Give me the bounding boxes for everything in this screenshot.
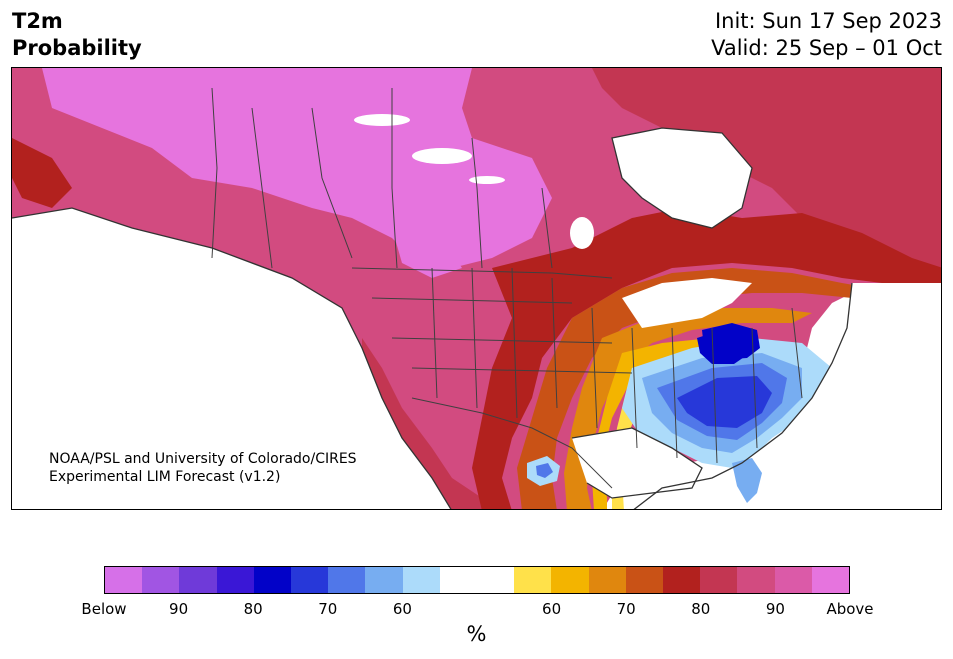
colorbar-segment: [477, 567, 515, 593]
below-core-2: [702, 323, 760, 360]
colorbar-segment: [216, 567, 254, 593]
map-title: T2m Probability: [12, 8, 142, 62]
credit-line-2: Experimental LIM Forecast (v1.2): [49, 469, 281, 485]
colorbar-segment: [737, 567, 775, 593]
colorbar-segment: [700, 567, 738, 593]
colorbar-unit: %: [466, 622, 487, 646]
colorbar-segment: [179, 567, 217, 593]
texas-spot-core: [536, 463, 553, 478]
probability-colorbar: [104, 566, 850, 594]
tick-below-70: 70: [318, 600, 338, 618]
colorbar-segment: [402, 567, 440, 593]
colorbar-segment: [439, 567, 478, 593]
credit-line-1: NOAA/PSL and University of Colorado/CIRE…: [49, 451, 357, 467]
colorbar-tick-labels: Below 90 80 70 60 60 70 80 90 Above: [81, 600, 873, 618]
colorbar-segment: [551, 567, 589, 593]
florida: [732, 458, 762, 503]
colorbar-segment: [663, 567, 701, 593]
title-line-2: Probability: [12, 36, 142, 60]
colorbar-segment: [105, 567, 143, 593]
colorbar-segment: [625, 567, 664, 593]
colorbar-segment: [588, 567, 626, 593]
tick-below-90: 90: [169, 600, 189, 618]
tick-above-80: 80: [691, 600, 711, 618]
colorbar-segment: [328, 567, 366, 593]
region-canada-east: [592, 68, 941, 268]
hudson-bay: [612, 128, 752, 228]
colorbar-segment: [514, 567, 552, 593]
probability-map: [11, 67, 942, 510]
tick-below-60: 60: [392, 600, 412, 618]
colorbar-segment: [365, 567, 403, 593]
title-line-1: T2m: [12, 9, 63, 33]
map-graphic: [12, 68, 941, 509]
band-gold: [592, 338, 712, 509]
region-above-high-2: [392, 228, 462, 278]
lake-4: [570, 217, 594, 249]
tick-below: Below: [81, 600, 127, 618]
valid-period: Valid: 25 Sep – 01 Oct: [711, 36, 942, 60]
coast-red-alaska: [12, 138, 72, 208]
neutral-zone: [622, 278, 752, 328]
lake-2: [412, 148, 472, 164]
colorbar-segment: [291, 567, 329, 593]
init-date: Init: Sun 17 Sep 2023: [714, 9, 942, 33]
pacific: [12, 208, 451, 509]
colorbar-segment: [253, 567, 292, 593]
tick-below-80: 80: [243, 600, 263, 618]
colorbar-segment: [811, 567, 850, 593]
below-strong: [677, 376, 772, 428]
colorbar-segment: [774, 567, 812, 593]
tick-above-90: 90: [765, 600, 785, 618]
band-orange-dark: [517, 268, 882, 509]
tick-above: Above: [826, 600, 874, 618]
political-borders: [211, 87, 803, 489]
band-red: [472, 208, 941, 509]
lake-1: [354, 114, 410, 126]
coastlines: [12, 127, 853, 509]
credit-text: NOAA/PSL and University of Colorado/CIRE…: [49, 450, 357, 486]
tick-above-70: 70: [616, 600, 636, 618]
forecast-dates: Init: Sun 17 Sep 2023 Valid: 25 Sep – 01…: [711, 8, 942, 62]
lake-3: [469, 176, 505, 184]
ocean-east: [634, 283, 941, 509]
region-above-high: [42, 68, 552, 268]
colorbar-segment: [142, 567, 180, 593]
tick-above-60: 60: [542, 600, 562, 618]
